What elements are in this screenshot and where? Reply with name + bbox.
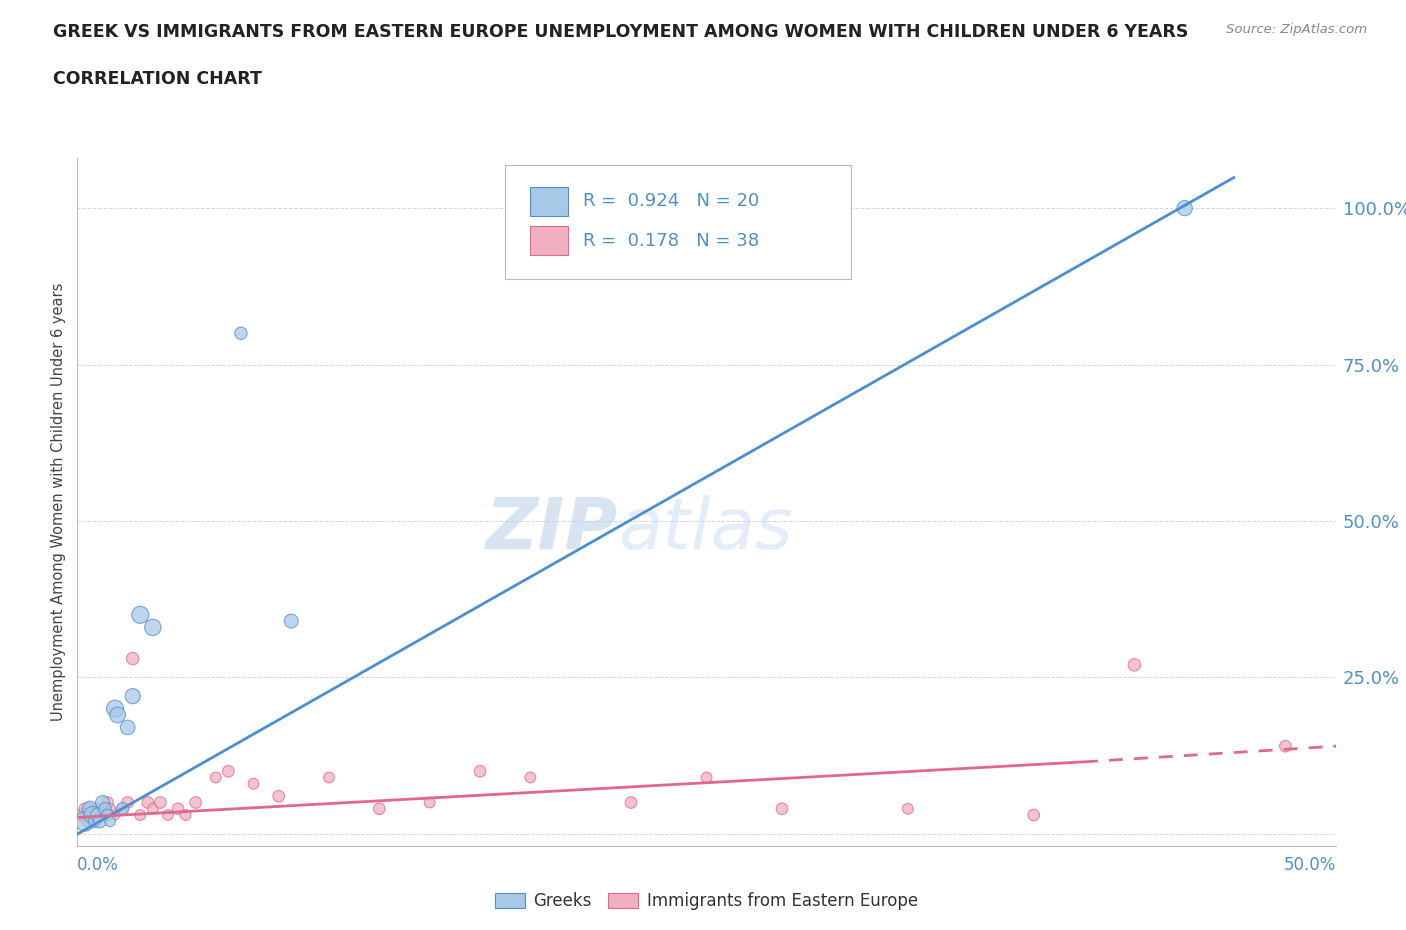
Point <box>167 802 190 817</box>
Point <box>156 807 179 822</box>
Text: atlas: atlas <box>619 496 793 565</box>
Point <box>142 620 165 635</box>
Point <box>72 807 94 822</box>
Point <box>111 802 134 817</box>
Point <box>1123 658 1146 672</box>
Point <box>217 764 239 778</box>
Text: Source: ZipAtlas.com: Source: ZipAtlas.com <box>1226 23 1367 36</box>
Bar <box>530 226 568 255</box>
Point <box>91 807 114 822</box>
Point <box>468 764 491 778</box>
Point <box>107 708 129 723</box>
Bar <box>530 187 568 216</box>
Point <box>96 807 118 822</box>
Point <box>82 807 104 822</box>
Point <box>104 807 127 822</box>
Point <box>73 802 96 817</box>
Point <box>86 807 108 822</box>
Legend: Greeks, Immigrants from Eastern Europe: Greeks, Immigrants from Eastern Europe <box>488 885 925 917</box>
Point <box>142 802 165 817</box>
Point <box>368 802 391 817</box>
Point <box>174 807 197 822</box>
Point <box>204 770 226 785</box>
Point <box>419 795 441 810</box>
Point <box>91 795 114 810</box>
Point <box>79 802 101 817</box>
Text: R =  0.178   N = 38: R = 0.178 N = 38 <box>583 232 759 249</box>
Point <box>129 807 152 822</box>
Point <box>184 795 207 810</box>
Text: 50.0%: 50.0% <box>1284 856 1336 873</box>
Text: ZIP: ZIP <box>486 496 619 565</box>
Point <box>98 802 121 817</box>
Point <box>76 814 98 829</box>
Point <box>696 770 718 785</box>
Point <box>897 802 920 817</box>
Point <box>129 607 152 622</box>
FancyBboxPatch shape <box>505 165 851 279</box>
Point <box>96 795 118 810</box>
Point <box>89 814 111 829</box>
Point <box>94 802 117 817</box>
Point <box>519 770 541 785</box>
Point <box>242 777 264 791</box>
Point <box>111 802 134 817</box>
Point <box>280 614 302 629</box>
Point <box>770 802 793 817</box>
Point <box>104 701 127 716</box>
Point <box>82 807 104 822</box>
Y-axis label: Unemployment Among Women with Children Under 6 years: Unemployment Among Women with Children U… <box>51 283 66 722</box>
Text: GREEK VS IMMIGRANTS FROM EASTERN EUROPE UNEMPLOYMENT AMONG WOMEN WITH CHILDREN U: GREEK VS IMMIGRANTS FROM EASTERN EUROPE … <box>53 23 1189 41</box>
Point <box>149 795 172 810</box>
Point <box>1174 201 1197 216</box>
Point <box>136 795 159 810</box>
Text: R =  0.924   N = 20: R = 0.924 N = 20 <box>583 193 759 210</box>
Point <box>86 802 108 817</box>
Point <box>121 651 143 666</box>
Point <box>84 814 107 829</box>
Text: 0.0%: 0.0% <box>77 856 120 873</box>
Point <box>79 802 101 817</box>
Text: CORRELATION CHART: CORRELATION CHART <box>53 70 263 87</box>
Point <box>121 689 143 704</box>
Point <box>1022 807 1045 822</box>
Point <box>117 795 139 810</box>
Point <box>1274 738 1296 753</box>
Point <box>229 326 252 340</box>
Point <box>98 814 121 829</box>
Point <box>117 720 139 735</box>
Point <box>84 814 107 829</box>
Point <box>73 814 96 829</box>
Point <box>318 770 340 785</box>
Point <box>620 795 643 810</box>
Point <box>267 789 290 804</box>
